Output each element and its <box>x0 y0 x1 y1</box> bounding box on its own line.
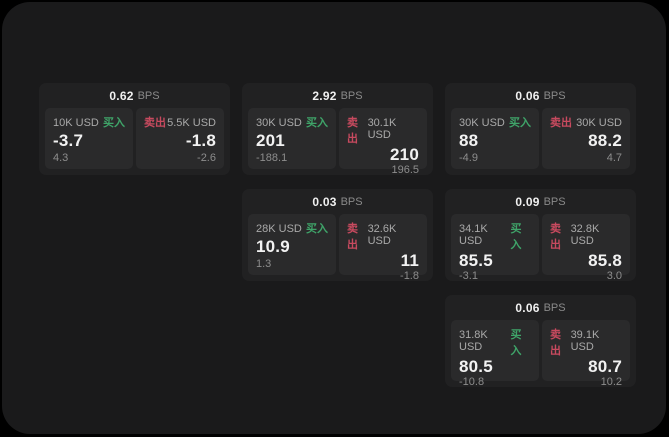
sell-panel[interactable]: 卖出 5.5K USD -1.8 -2.6 <box>136 108 224 169</box>
bps-value: 2.92 <box>312 88 337 103</box>
quote-card: 0.03 BPS 28K USD 买入 10.9 1.3 卖出 32.6K US… <box>242 189 433 282</box>
bps-unit-label: BPS <box>543 195 566 208</box>
bps-header: 0.09 BPS <box>445 189 636 214</box>
buy-side-label: 买入 <box>510 329 522 357</box>
bps-value: 0.06 <box>515 88 540 103</box>
sell-side-label: 卖出 <box>347 117 358 145</box>
buy-side-label: 买入 <box>306 117 328 129</box>
quote-card: 0.09 BPS 34.1K USD 买入 85.5 -3.1 卖出 32.8K… <box>445 189 636 282</box>
sell-price: 80.7 <box>588 357 622 376</box>
bps-value: 0.62 <box>109 88 134 103</box>
sell-panel[interactable]: 卖出 30K USD 88.2 4.7 <box>542 108 630 169</box>
buy-side-label: 买入 <box>510 223 522 251</box>
buy-size: 30K USD <box>256 117 302 129</box>
bps-header: 0.03 BPS <box>242 189 433 214</box>
quote-card: 0.06 BPS 30K USD 买入 88 -4.9 卖出 30K USD <box>445 83 636 175</box>
buy-side-label: 买入 <box>103 117 125 129</box>
buy-delta: -3.1 <box>459 270 478 282</box>
sell-delta: -2.6 <box>197 152 216 164</box>
sell-size: 30.1K USD <box>367 117 397 141</box>
buy-side-label: 买入 <box>509 117 531 129</box>
buy-price: 201 <box>256 131 285 150</box>
buy-delta: -4.9 <box>459 152 478 164</box>
bid-ask-panels: 30K USD 买入 88 -4.9 卖出 30K USD 88.2 4.7 <box>445 108 636 169</box>
quote-card: 2.92 BPS 30K USD 买入 201 -188.1 卖出 30.1K … <box>242 83 433 176</box>
sell-delta: 3.0 <box>606 270 622 282</box>
bps-header: 2.92 BPS <box>242 83 433 108</box>
sell-side-label: 卖出 <box>144 117 166 129</box>
sell-price: 11 <box>400 251 419 270</box>
buy-size: 28K USD <box>256 223 302 235</box>
sell-price: -1.8 <box>185 131 216 150</box>
bps-header: 0.06 BPS <box>445 295 636 320</box>
bid-ask-panels: 31.8K USD 买入 80.5 -10.8 卖出 39.1K USD 80.… <box>445 320 636 388</box>
sell-side-label: 卖出 <box>550 329 561 357</box>
bps-unit-label: BPS <box>543 301 566 314</box>
bid-ask-panels: 28K USD 买入 10.9 1.3 卖出 32.6K USD 11 -1.8 <box>242 214 433 282</box>
buy-side-label: 买入 <box>306 223 328 235</box>
sell-delta: 4.7 <box>606 152 622 164</box>
buy-size: 30K USD <box>459 117 505 129</box>
sell-size: 30K USD <box>576 117 622 129</box>
buy-price: -3.7 <box>53 131 84 150</box>
buy-delta: 4.3 <box>53 152 69 164</box>
sell-side-label: 卖出 <box>550 117 572 129</box>
sell-price: 85.8 <box>588 251 622 270</box>
sell-delta: 196.5 <box>391 164 419 176</box>
bid-ask-panels: 30K USD 买入 201 -188.1 卖出 30.1K USD 210 1… <box>242 108 433 176</box>
bid-ask-panels: 10K USD 买入 -3.7 4.3 卖出 5.5K USD -1.8 -2.… <box>39 108 230 169</box>
sell-side-label: 卖出 <box>550 223 561 251</box>
sell-panel[interactable]: 卖出 32.8K USD 85.8 3.0 <box>542 214 630 282</box>
sell-panel[interactable]: 卖出 30.1K USD 210 196.5 <box>339 108 427 176</box>
sell-size: 5.5K USD <box>167 117 216 129</box>
sell-size: 39.1K USD <box>570 329 600 353</box>
sell-delta: -1.8 <box>400 270 419 282</box>
sell-size: 32.8K USD <box>570 223 600 247</box>
bps-unit-label: BPS <box>340 195 363 208</box>
sell-size: 32.6K USD <box>367 223 397 247</box>
sell-delta: 10.2 <box>600 376 622 388</box>
bps-header: 0.06 BPS <box>445 83 636 108</box>
buy-size: 34.1K USD <box>459 223 488 247</box>
buy-panel[interactable]: 31.8K USD 买入 80.5 -10.8 <box>451 320 539 388</box>
buy-delta: -10.8 <box>459 376 485 388</box>
sell-panel[interactable]: 卖出 32.6K USD 11 -1.8 <box>339 214 427 282</box>
buy-panel[interactable]: 28K USD 买入 10.9 1.3 <box>248 214 336 275</box>
buy-delta: -188.1 <box>256 152 288 164</box>
buy-size: 31.8K USD <box>459 329 488 353</box>
buy-panel[interactable]: 10K USD 买入 -3.7 4.3 <box>45 108 133 169</box>
bps-value: 0.03 <box>312 194 337 209</box>
bid-ask-panels: 34.1K USD 买入 85.5 -3.1 卖出 32.8K USD 85.8… <box>445 214 636 282</box>
sell-panel[interactable]: 卖出 39.1K USD 80.7 10.2 <box>542 320 630 388</box>
sell-price: 210 <box>390 145 419 164</box>
quote-card: 0.62 BPS 10K USD 买入 -3.7 4.3 卖出 5.5K USD <box>39 83 230 175</box>
buy-price: 10.9 <box>256 237 290 256</box>
buy-panel[interactable]: 34.1K USD 买入 85.5 -3.1 <box>451 214 539 282</box>
bps-unit-label: BPS <box>340 89 363 102</box>
sell-price: 88.2 <box>588 131 622 150</box>
buy-price: 88 <box>459 131 479 150</box>
buy-price: 85.5 <box>459 251 493 270</box>
buy-price: 80.5 <box>459 357 493 376</box>
buy-panel[interactable]: 30K USD 买入 201 -188.1 <box>248 108 336 169</box>
bps-value: 0.06 <box>515 300 540 315</box>
buy-size: 10K USD <box>53 117 99 129</box>
buy-delta: 1.3 <box>256 258 272 270</box>
bps-header: 0.62 BPS <box>39 83 230 108</box>
buy-panel[interactable]: 30K USD 买入 88 -4.9 <box>451 108 539 169</box>
quote-card: 0.06 BPS 31.8K USD 买入 80.5 -10.8 卖出 39.1… <box>445 295 636 388</box>
bps-unit-label: BPS <box>137 89 160 102</box>
bps-value: 0.09 <box>515 194 540 209</box>
bps-unit-label: BPS <box>543 89 566 102</box>
sell-side-label: 卖出 <box>347 223 358 251</box>
